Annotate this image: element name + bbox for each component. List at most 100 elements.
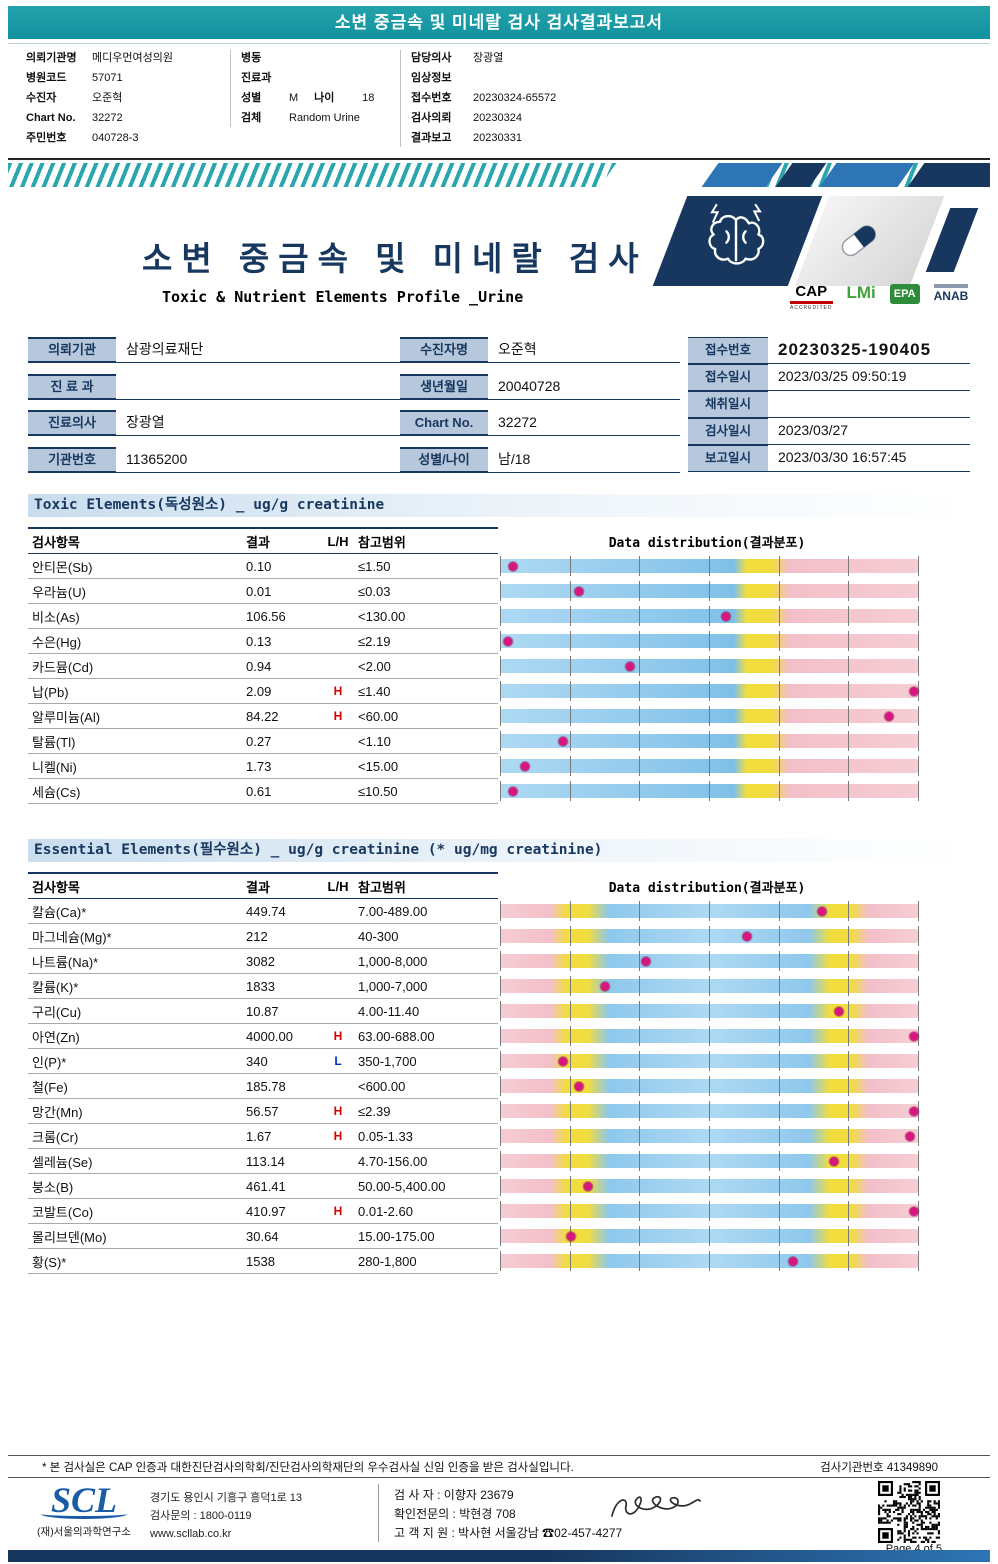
flag-H: H: [333, 684, 343, 698]
stripe-shape: [816, 163, 918, 187]
info-label: 수진자명: [400, 337, 488, 363]
tick-mark: [848, 581, 850, 601]
tick-mark: [918, 1101, 919, 1121]
divider: [8, 43, 990, 44]
result-value: 113.14: [246, 1153, 285, 1169]
reference-range: ≤2.19: [358, 633, 391, 649]
result-value: 0.27: [246, 733, 272, 749]
result-row: 세슘(Cs) 0.61 ≤10.50: [28, 779, 970, 804]
field-value: 오준혁: [92, 92, 123, 104]
element-name: 알루미늄(Al): [32, 709, 101, 725]
distribution-cell: [498, 554, 970, 579]
cert-logo-epa-icon: EPA: [889, 284, 920, 305]
field-label: 주민번호: [26, 132, 67, 144]
tick-mark: [918, 756, 919, 776]
distribution-bar: [500, 1176, 919, 1196]
result-value: 2.09: [246, 683, 272, 699]
distribution-cell: [498, 899, 970, 924]
col-header-item: 검사항목: [32, 879, 80, 895]
info-row: 생년월일 20040728: [400, 373, 680, 400]
reference-range: ≤1.40: [358, 683, 391, 699]
header-field: Chart No. 32272: [26, 110, 226, 127]
distribution-bar: [500, 1001, 919, 1021]
tick-mark: [639, 756, 641, 776]
result-value: 1538: [246, 1253, 275, 1269]
marker-dot: [905, 1131, 915, 1141]
reference-range: ≤0.03: [358, 583, 391, 599]
tick-mark: [918, 731, 919, 751]
reference-range: 1,000-8,000: [358, 953, 428, 969]
element-name: 몰리브덴(Mo): [32, 1229, 107, 1245]
tick-mark: [639, 1251, 641, 1271]
tick-mark: [639, 1051, 641, 1071]
field-value: 장광열: [473, 52, 504, 64]
reference-range: 350-1,700: [358, 1053, 417, 1069]
distribution-bar: [500, 606, 919, 626]
element-name: 코발트(Co): [32, 1204, 94, 1220]
tick-mark: [918, 556, 919, 576]
tick-mark: [639, 681, 641, 701]
tick-mark: [778, 706, 780, 726]
tick-mark: [848, 1251, 850, 1271]
element-name: 수은(Hg): [32, 634, 82, 650]
info-row: Chart No. 32272: [400, 410, 680, 437]
tick-mark: [500, 731, 501, 751]
tick-mark: [569, 756, 571, 776]
essential-rows: 칼슘(Ca)* 449.74 7.00-489.00 마그네슘(Mg)* 212 40-3…: [28, 899, 970, 1274]
tick-mark: [500, 1226, 501, 1246]
tick-mark: [639, 781, 641, 801]
tick-mark: [639, 1201, 641, 1221]
field-value: 32272: [92, 112, 123, 124]
result-value: 0.10: [246, 558, 272, 574]
tick-mark: [848, 1101, 850, 1121]
info-value: 20040728: [488, 374, 680, 400]
marker-dot: [558, 1056, 568, 1066]
tick-mark: [709, 1076, 710, 1096]
marker-dot: [583, 1181, 593, 1191]
marker-dot: [600, 981, 609, 991]
tick-mark: [500, 556, 501, 576]
tick-mark: [639, 901, 641, 921]
distribution-bar: [500, 631, 919, 651]
tick-mark: [709, 781, 710, 801]
element-name: 납(Pb): [32, 684, 69, 700]
tick-mark: [569, 1251, 571, 1271]
element-name: 카드뮴(Cd): [32, 659, 94, 675]
field-label: 담당의사: [411, 52, 452, 64]
cert-name: ANAB: [933, 284, 969, 303]
result-row: 망간(Mn) 56.57 H ≤2.39: [28, 1099, 970, 1124]
specimen-info-table: 의뢰기관 삼광의료재단 진 료 과 진료의사 장광열 기관번호 11365200 수진자명 오…: [28, 337, 970, 473]
tick-mark: [918, 1201, 919, 1221]
tick-mark: [569, 706, 571, 726]
marker-dot: [508, 786, 518, 796]
header-column-1: 의뢰기관명 메디우먼여성의원 병원코드 57071 수진자 오준혁 Chart No. 322…: [26, 50, 226, 147]
tick-mark: [569, 556, 571, 576]
tick-mark: [709, 606, 710, 626]
col-header-lh: L/H: [327, 878, 349, 894]
reference-range: 4.70-156.00: [358, 1153, 428, 1169]
tick-mark: [918, 926, 919, 946]
distribution-bar: [500, 781, 919, 801]
result-row-left: 황(S)* 1538 280-1,800: [28, 1249, 498, 1274]
result-value: 185.78: [246, 1078, 286, 1094]
tick-mark: [848, 926, 850, 946]
distribution-cell: [498, 949, 970, 974]
result-row-left: 셀레늄(Se) 113.14 4.70-156.00: [28, 1149, 498, 1174]
reference-range: 15.00-175.00: [358, 1228, 435, 1244]
tick-mark: [778, 1051, 780, 1071]
info-label: 접수일시: [688, 364, 768, 391]
reference-range: ≤1.50: [358, 558, 391, 574]
tick-mark: [569, 976, 571, 996]
distribution-cell: [498, 1199, 970, 1224]
field-label: 의뢰기관명: [26, 52, 77, 64]
distribution-cell: [498, 1149, 970, 1174]
element-name: 안티몬(Sb): [32, 559, 93, 575]
signature-scribble: [611, 1495, 701, 1517]
essential-elements-table: 검사항목 결과 L/H 참고범위 Data distribution(결과분포)…: [28, 872, 970, 1274]
customer-support-line: 고 객 지 원 : 박사현 서울강남 ☎02-457-4277: [394, 1526, 623, 1540]
tick-mark: [569, 1151, 571, 1171]
tick-mark: [709, 1226, 710, 1246]
tick-mark: [918, 901, 919, 921]
tick-mark: [569, 631, 571, 651]
reference-range: ≤10.50: [358, 783, 398, 799]
